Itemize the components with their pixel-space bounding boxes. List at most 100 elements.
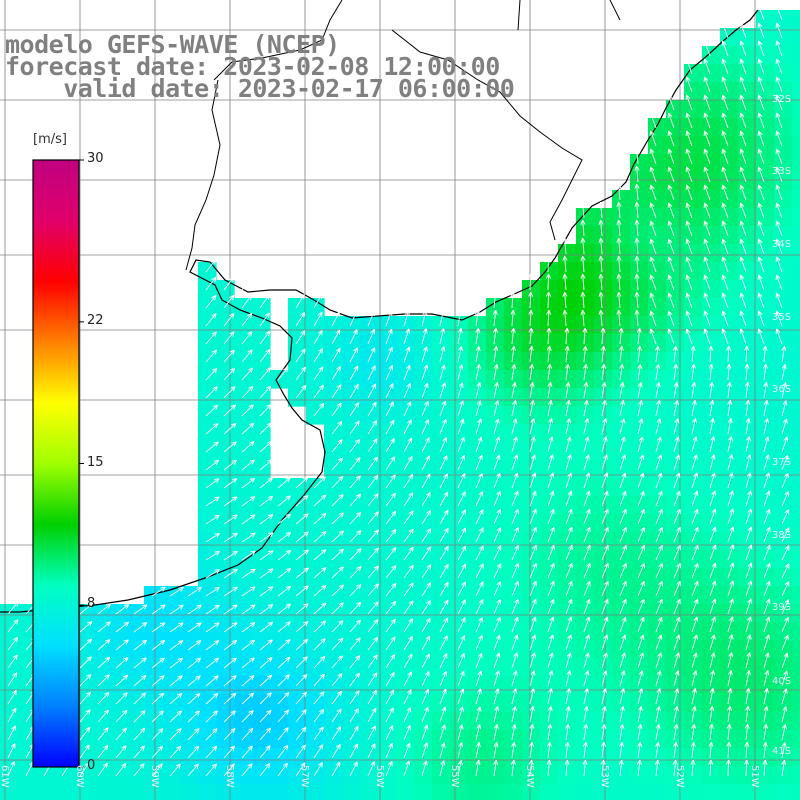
wind-arrow <box>618 759 624 777</box>
wind-arrow <box>403 742 411 759</box>
speed-cell <box>378 604 397 623</box>
speed-cell <box>756 64 775 83</box>
wind-arrow <box>649 112 657 129</box>
speed-cell <box>738 406 757 425</box>
wind-arrow <box>331 602 344 615</box>
speed-cell <box>522 334 541 353</box>
wind-arrow <box>385 600 397 615</box>
speed-cell <box>270 712 289 731</box>
speed-cell <box>468 568 487 587</box>
speed-cell <box>360 388 379 407</box>
wind-arrow <box>739 40 747 57</box>
speed-cell <box>792 226 800 245</box>
wind-arrow <box>475 563 484 579</box>
wind-arrow <box>745 418 751 435</box>
wind-arrow <box>562 255 568 273</box>
wind-arrow <box>655 400 662 417</box>
wind-arrow <box>619 508 627 525</box>
speed-cell <box>774 352 793 371</box>
wind-arrow <box>223 459 238 471</box>
speed-cell <box>756 784 775 800</box>
wind-arrow <box>133 692 147 705</box>
wind-arrow <box>745 652 752 669</box>
wind-arrow <box>655 598 663 615</box>
speed-cell <box>342 604 361 623</box>
wind-arrow <box>739 292 747 309</box>
speed-cell <box>756 748 775 767</box>
wind-arrow <box>7 654 18 669</box>
wind-arrow <box>616 201 622 219</box>
latitude-label: 41S <box>772 746 792 757</box>
speed-cell <box>684 64 703 83</box>
wind-arrow <box>708 363 714 381</box>
speed-cell <box>342 532 361 551</box>
speed-cell <box>558 730 577 749</box>
speed-cell <box>360 514 379 533</box>
wind-arrow <box>493 382 499 399</box>
speed-cell <box>594 712 613 731</box>
speed-cell <box>468 604 487 623</box>
speed-cell <box>468 730 487 749</box>
wind-arrow <box>601 616 609 633</box>
wind-arrow <box>727 705 733 723</box>
wind-arrow <box>151 586 166 597</box>
wind-arrow <box>685 238 693 255</box>
wind-arrow <box>205 276 217 291</box>
wind-arrow <box>457 436 465 453</box>
wind-arrow <box>763 723 769 741</box>
speed-cell <box>54 766 73 785</box>
wind-arrow <box>600 759 606 777</box>
speed-cell <box>360 406 379 425</box>
wind-arrow <box>385 365 394 381</box>
speed-cell <box>522 496 541 515</box>
wind-arrow <box>223 386 236 399</box>
wind-arrow <box>331 439 343 453</box>
wind-arrow <box>115 745 127 759</box>
wind-arrow <box>757 130 765 147</box>
wind-arrow <box>649 310 657 327</box>
speed-cell <box>612 658 631 677</box>
speed-cell <box>450 478 469 497</box>
speed-cell <box>558 334 577 353</box>
speed-cell <box>432 640 451 659</box>
wind-arrow <box>241 422 255 435</box>
wind-arrow <box>493 581 502 597</box>
wind-arrow <box>655 741 661 759</box>
speed-cell <box>126 766 145 785</box>
speed-cell <box>234 316 253 335</box>
wind-arrow <box>601 508 609 525</box>
wind-arrow <box>349 725 359 741</box>
wind-arrow <box>529 418 536 435</box>
wind-arrow <box>565 705 571 723</box>
wind-arrow <box>349 383 359 399</box>
speed-cell <box>648 658 667 677</box>
wind-arrow <box>241 674 255 687</box>
speed-cell <box>450 640 469 659</box>
wind-arrow <box>511 454 519 471</box>
wind-arrow <box>649 202 657 219</box>
wind-arrow <box>367 672 378 687</box>
wind-arrow <box>169 692 183 705</box>
speed-cell <box>414 442 433 461</box>
speed-cell <box>612 424 631 443</box>
wind-arrow <box>439 473 448 489</box>
wind-arrow <box>421 310 428 327</box>
speed-cell <box>234 388 253 407</box>
wind-arrow <box>7 707 17 723</box>
wind-arrow <box>493 706 500 723</box>
wind-arrow <box>709 580 717 597</box>
speed-cell <box>558 622 577 641</box>
wind-arrow <box>691 418 698 435</box>
wind-arrow <box>403 724 411 741</box>
wind-arrow <box>385 618 396 633</box>
wind-arrow <box>223 745 236 759</box>
wind-arrow <box>601 381 607 399</box>
speed-cell <box>756 118 775 137</box>
wind-arrow <box>546 291 552 309</box>
wind-arrow <box>757 310 765 327</box>
speed-cell <box>522 658 541 677</box>
speed-cell <box>360 370 379 389</box>
wind-arrow <box>673 616 681 633</box>
speed-cell <box>558 586 577 605</box>
wind-arrow <box>529 363 535 381</box>
